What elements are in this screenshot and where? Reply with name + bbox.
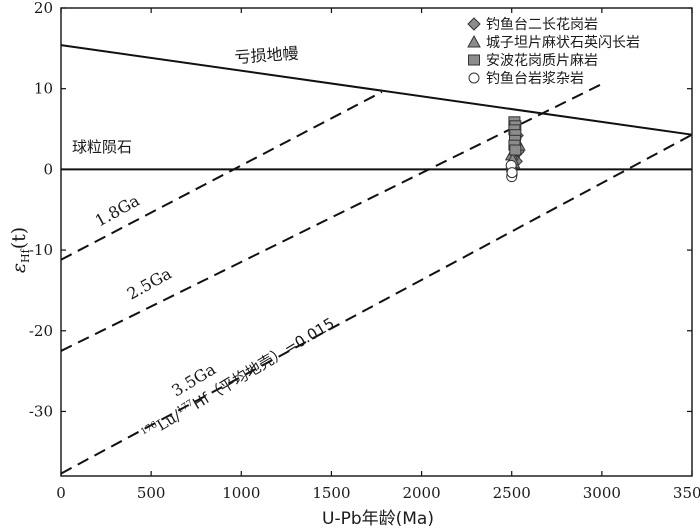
- point-square-6: [509, 144, 522, 156]
- lu-hf-annotation: 176Lu/177Hf（平均地壳）=0.015: [139, 314, 338, 443]
- plot-frame: [60, 7, 693, 477]
- reference-lines: [60, 44, 693, 475]
- reference-line-2: [60, 91, 383, 261]
- point-circle-5: [506, 167, 518, 179]
- reference-line-0: [60, 44, 693, 136]
- y-tick-label-10: 10: [34, 80, 53, 98]
- y-tick-label-20: 20: [34, 0, 53, 17]
- x-tick-label-3500: 3500: [673, 484, 700, 502]
- legend-marker-square: [468, 54, 480, 66]
- y-tick-label--20: -20: [29, 322, 53, 340]
- x-tick-label-3000: 3000: [583, 484, 621, 502]
- legend-label-circle: 钓鱼台岩浆杂岩: [486, 70, 584, 87]
- x-tick-label-1000: 1000: [222, 484, 260, 502]
- reference-line-3: [60, 81, 606, 352]
- reference-line-4: [60, 133, 693, 475]
- depleted-mantle-label: 亏损地幔: [234, 44, 299, 67]
- legend-label-square: 安波花岗质片麻岩: [486, 53, 598, 69]
- y-tick-label-0: 0: [43, 160, 53, 178]
- axes: 0 500 1000 1500 2000 2500 3000 3500 -30 -20 -10 0 10…: [29, 0, 700, 502]
- x-tick-label-500: 500: [137, 484, 166, 502]
- line-label-1.8ga: 1.8Ga: [92, 191, 143, 231]
- legend-label-triangle: 城子坦片麻状石英闪长岩: [486, 34, 640, 51]
- legend-label-diamond: 钓鱼台二长花岗岩: [486, 16, 598, 33]
- x-tick-label-2500: 2500: [493, 484, 531, 502]
- data-points: [504, 116, 526, 183]
- legend-marker-triangle: [467, 34, 481, 48]
- legend-marker-diamond: [467, 17, 481, 31]
- legend-marker-circle: [468, 72, 480, 84]
- y-axis-label: εHf(t): [8, 227, 32, 273]
- x-tick-label-1500: 1500: [312, 484, 350, 502]
- x-axis-label: U-Pb年龄(Ma): [322, 509, 434, 529]
- chur-label: 球粒陨石: [72, 138, 132, 156]
- x-tick-label-2000: 2000: [402, 484, 440, 502]
- y-tick-label--30: -30: [29, 402, 53, 420]
- x-tick-label-0: 0: [56, 484, 66, 502]
- y-tick-label--10: -10: [29, 241, 53, 259]
